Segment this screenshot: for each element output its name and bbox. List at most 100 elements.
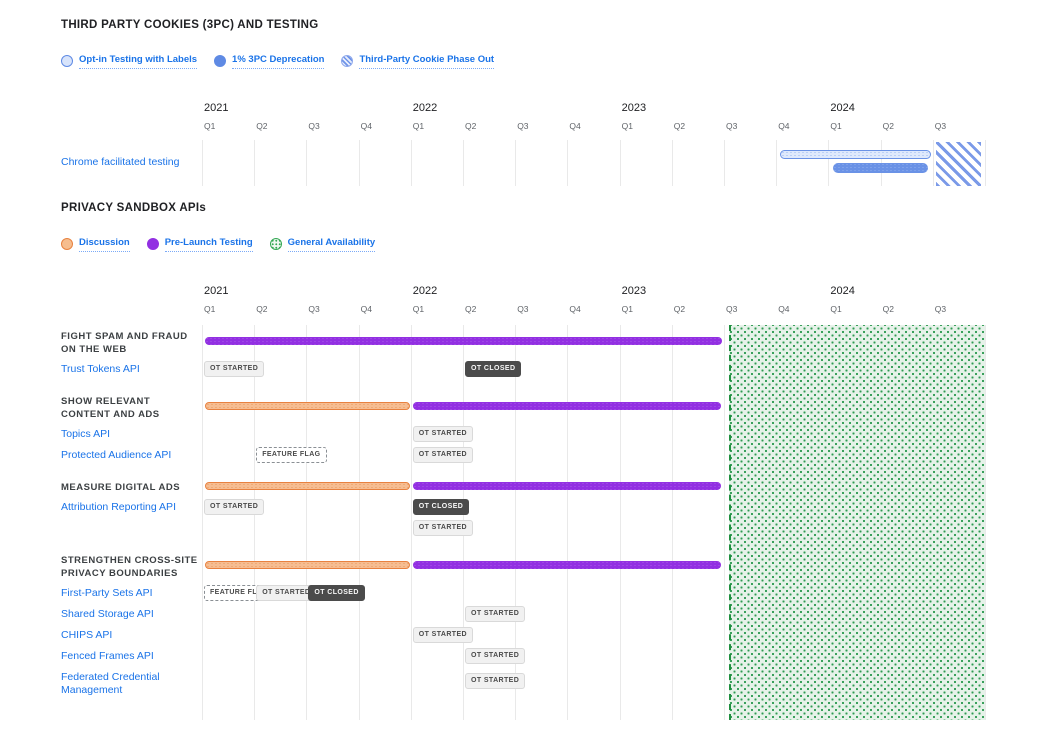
quarter-label: Q1 bbox=[412, 121, 425, 131]
bar-pre-launch-testing bbox=[413, 402, 722, 410]
legend-item-general-availability[interactable]: General Availability bbox=[269, 237, 376, 252]
legend-3pc: Opt-in Testing with Labels 1% 3PC Depreca… bbox=[61, 54, 495, 69]
group-heading-show-relevant-content-and-ads: SHOW RELEVANT bbox=[61, 396, 151, 407]
grid-line bbox=[985, 140, 986, 186]
quarter-label: Q1 bbox=[830, 304, 842, 314]
legend-item-pre-launch-testing[interactable]: Pre-Launch Testing bbox=[146, 237, 253, 252]
quarter-label: Q2 bbox=[882, 304, 894, 314]
quarter-label: Q1 bbox=[204, 121, 216, 131]
api-link-trust-tokens-api[interactable]: Trust Tokens API bbox=[61, 363, 140, 375]
year-label: 2024 bbox=[830, 285, 855, 297]
section-title-apis: PRIVACY SANDBOX APIs bbox=[61, 202, 207, 214]
grid-line bbox=[671, 325, 673, 720]
solid-purple-swatch-icon bbox=[146, 237, 159, 250]
grid-line bbox=[776, 140, 778, 186]
quarter-label: Q3 bbox=[308, 121, 320, 131]
grid-line bbox=[202, 140, 203, 186]
quarter-label: Q1 bbox=[204, 304, 216, 314]
quarter-label: Q3 bbox=[934, 304, 947, 314]
badge-ot-started: OT STARTED bbox=[412, 447, 473, 463]
api-link-topics-api[interactable]: Topics API bbox=[61, 428, 111, 440]
quarter-label: Q1 bbox=[412, 304, 425, 314]
group-heading-measure-digital-ads: MEASURE DIGITAL ADS bbox=[61, 482, 181, 493]
outline-orange-swatch-icon bbox=[61, 237, 73, 250]
quarter-label: Q4 bbox=[569, 304, 581, 314]
api-link-federated-credential-management[interactable]: Management bbox=[61, 684, 123, 696]
grid-line bbox=[463, 140, 464, 186]
badge-ot-started: OT STARTED bbox=[465, 673, 526, 689]
badge-ot-started: OT STARTED bbox=[412, 627, 473, 643]
legend-item-discussion[interactable]: Discussion bbox=[61, 237, 130, 252]
badge-ot-started: OT STARTED bbox=[412, 520, 473, 536]
quarter-label: Q3 bbox=[308, 304, 320, 314]
quarter-label: Q1 bbox=[830, 121, 842, 131]
api-link-chrome-facilitated-testing[interactable]: Chrome facilitated testing bbox=[61, 156, 180, 168]
quarter-label: Q2 bbox=[465, 304, 477, 314]
dotted-green-swatch-icon bbox=[269, 237, 282, 250]
grid-line bbox=[619, 325, 621, 720]
badge-feature-flag: FEATURE FLAG bbox=[256, 447, 327, 463]
grid-line bbox=[985, 325, 986, 720]
legend-item-third-party-cookie-phase-out[interactable]: Third-Party Cookie Phase Out bbox=[341, 54, 495, 69]
badge-ot-started: OT STARTED bbox=[412, 426, 473, 442]
bar-pre-launch-testing bbox=[413, 482, 722, 490]
bar-discussion bbox=[204, 560, 411, 569]
api-link-protected-audience-api[interactable]: Protected Audience API bbox=[61, 449, 172, 461]
quarter-label: Q4 bbox=[569, 121, 581, 131]
badge-ot-started: OT STARTED bbox=[204, 361, 265, 377]
outline-blue-swatch-icon bbox=[61, 54, 73, 67]
section-title-3pc: THIRD PARTY COOKIES (3PC) AND TESTING bbox=[61, 19, 319, 31]
quarter-label: Q2 bbox=[673, 121, 686, 131]
legend-label: Pre-Launch Testing bbox=[164, 237, 253, 252]
legend-item-1-3pc-deprecation[interactable]: 1% 3PC Deprecation bbox=[214, 54, 325, 69]
year-label: 2021 bbox=[204, 102, 229, 114]
bar-discussion bbox=[204, 401, 411, 410]
grid-line bbox=[828, 140, 830, 186]
grid-line bbox=[515, 325, 517, 720]
grid-line bbox=[724, 140, 725, 186]
quarter-label: Q2 bbox=[256, 304, 268, 314]
api-link-federated-credential-management[interactable]: Federated Credential bbox=[61, 671, 160, 683]
quarter-label: Q3 bbox=[726, 304, 738, 314]
bar-1-3pc-deprecation bbox=[832, 163, 929, 173]
quarter-label: Q2 bbox=[673, 304, 686, 314]
year-label: 2023 bbox=[621, 285, 647, 297]
quarter-label: Q2 bbox=[465, 121, 477, 131]
legend-label: Third-Party Cookie Phase Out bbox=[359, 54, 495, 69]
api-link-shared-storage-api[interactable]: Shared Storage API bbox=[61, 608, 154, 620]
year-label: 2021 bbox=[204, 285, 229, 297]
legend-label: General Availability bbox=[287, 237, 376, 252]
group-heading-fight-spam-and-fraud-on-the-web: ON THE WEB bbox=[61, 344, 127, 355]
legend-label: Discussion bbox=[79, 237, 130, 252]
grid-line bbox=[358, 325, 360, 720]
chart-3pc: 2021 Q1 Q2 Q3 Q4 2022 Q1 Q2 Q3 Q4 2023 Q1 Q2 Q3 Q4 2024… bbox=[0, 0, 1055, 200]
grid-line bbox=[410, 325, 412, 720]
api-link-chips-api[interactable]: CHIPS API bbox=[61, 629, 113, 641]
quarter-label: Q3 bbox=[934, 121, 947, 131]
badge-ot-closed: OT CLOSED bbox=[465, 361, 522, 377]
year-label: 2022 bbox=[412, 285, 438, 297]
grid-line bbox=[306, 140, 308, 186]
year-label: 2024 bbox=[830, 102, 855, 114]
quarter-label: Q3 bbox=[726, 121, 738, 131]
quarter-label: Q1 bbox=[621, 304, 633, 314]
quarter-label: Q4 bbox=[778, 304, 790, 314]
api-link-first-party-sets-api[interactable]: First-Party Sets API bbox=[61, 587, 153, 599]
badge-ot-started: OT STARTED bbox=[465, 606, 526, 622]
grid-line bbox=[254, 325, 256, 720]
bar-pre-launch-testing bbox=[413, 561, 722, 569]
legend-item-opt-in-testing-with-labels[interactable]: Opt-in Testing with Labels bbox=[61, 54, 198, 69]
grid-line bbox=[358, 140, 360, 186]
grid-line bbox=[254, 140, 256, 186]
legend-label: Opt-in Testing with Labels bbox=[79, 54, 198, 69]
group-heading-fight-spam-and-fraud-on-the-web: FIGHT SPAM AND FRAUD bbox=[61, 331, 188, 342]
badge-ot-closed: OT CLOSED bbox=[412, 499, 470, 515]
api-link-attribution-reporting-api[interactable]: Attribution Reporting API bbox=[61, 501, 176, 513]
region-third-party-cookie-phase-out bbox=[936, 142, 982, 186]
badge-ot-started: OT STARTED bbox=[256, 585, 317, 601]
legend-label: 1% 3PC Deprecation bbox=[232, 54, 325, 69]
api-link-fenced-frames-api[interactable]: Fenced Frames API bbox=[61, 650, 154, 662]
bar-discussion bbox=[204, 481, 411, 490]
